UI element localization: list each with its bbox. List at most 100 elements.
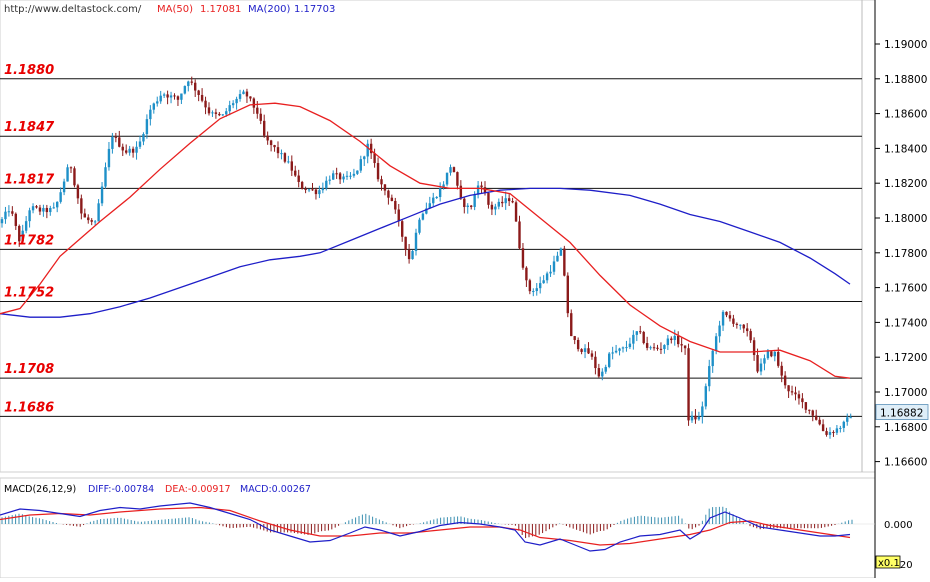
candle-body	[345, 175, 349, 177]
candle-body	[369, 143, 373, 154]
ma200-line	[0, 187, 851, 318]
candle-body	[542, 280, 545, 284]
candle-body	[204, 100, 207, 108]
candle-body	[618, 348, 621, 351]
candle-body	[335, 173, 338, 175]
candle-body	[269, 140, 273, 146]
macd-title: MACD(26,12,9)	[4, 484, 76, 495]
candle-body	[663, 345, 666, 350]
candle-body	[218, 113, 221, 116]
candle-body	[428, 203, 431, 209]
candle-body	[342, 176, 345, 180]
candle-body	[590, 353, 594, 357]
candle-body	[476, 185, 480, 195]
candle-body	[639, 331, 642, 333]
candle-body	[701, 406, 704, 417]
candle-body	[821, 424, 825, 432]
candle-body	[231, 103, 235, 106]
candle-body	[387, 190, 390, 198]
price-tick-label: 1.17200	[884, 352, 927, 364]
candle-body	[332, 173, 335, 180]
candle-body	[432, 197, 435, 204]
candle-body	[825, 431, 828, 435]
candle-body	[149, 109, 152, 120]
price-tick-label: 1.17600	[884, 283, 927, 295]
candle-body	[666, 338, 670, 346]
macd-indicator	[0, 502, 875, 552]
candle-body	[532, 291, 535, 293]
candle-body	[411, 250, 414, 260]
candle-body	[839, 427, 842, 429]
candle-body	[594, 356, 597, 369]
price-tick-label: 1.18800	[884, 74, 927, 86]
candle-body	[756, 355, 759, 372]
candle-body	[90, 220, 93, 222]
macd-zero-tick: 0.000	[884, 520, 913, 531]
candle-body	[249, 96, 252, 99]
candle-body	[849, 417, 852, 419]
candle-body	[80, 198, 83, 214]
candle-body	[842, 421, 845, 428]
candle-body	[38, 207, 42, 212]
price-tick-label: 1.18400	[884, 143, 927, 155]
candle-body	[121, 146, 124, 151]
candle-body	[414, 232, 418, 251]
candle-body	[228, 105, 231, 112]
candle-body	[535, 288, 538, 292]
candle-body	[118, 137, 121, 147]
candle-body	[601, 371, 604, 377]
candle-body	[221, 114, 224, 116]
price-tick-label: 1.16600	[884, 457, 927, 469]
level-label: 1.1752	[4, 286, 54, 301]
candle-body	[59, 192, 62, 202]
candle-body	[766, 351, 770, 359]
candle-body	[770, 351, 773, 357]
ma200-label: MA(200)	[248, 4, 290, 15]
candle-body	[777, 351, 780, 366]
candle-body	[162, 94, 166, 96]
candle-body	[563, 248, 566, 276]
candle-body	[107, 148, 111, 168]
candle-body	[225, 111, 228, 115]
candle-body	[131, 148, 135, 153]
candle-body	[69, 167, 73, 169]
candle-body	[704, 386, 707, 407]
candle-body	[539, 283, 542, 289]
candle-body	[349, 175, 352, 177]
candle-body	[104, 167, 107, 187]
candle-body	[556, 255, 559, 262]
candle-body	[52, 207, 55, 209]
candle-body	[352, 173, 356, 176]
candle-body	[207, 107, 211, 114]
macd-dea-label: DEA:-0.00917	[165, 484, 231, 495]
candle-body	[846, 417, 849, 422]
candle-body	[176, 96, 180, 100]
candle-body	[100, 186, 104, 204]
moving-averages	[0, 102, 851, 379]
candle-body	[290, 161, 293, 171]
candle-body	[752, 340, 756, 356]
macd-dea-line	[0, 506, 851, 546]
level-label: 1.1817	[4, 172, 55, 187]
candle-body	[449, 167, 452, 173]
candle-body	[587, 348, 590, 354]
candle-body	[463, 198, 466, 208]
candle-body	[635, 331, 638, 335]
candle-body	[670, 338, 673, 341]
source-url: http://www.deltastock.com/	[4, 4, 142, 15]
candle-body	[511, 201, 514, 203]
candle-body	[7, 211, 11, 213]
candle-body	[311, 189, 314, 191]
candle-body	[473, 194, 476, 207]
candle-body	[625, 347, 628, 349]
candle-body	[559, 248, 563, 256]
price-tick-label: 1.18000	[884, 213, 927, 225]
candle-body	[235, 98, 238, 104]
scale-factor-box	[875, 555, 901, 569]
candle-body	[0, 219, 4, 224]
candle-body	[11, 211, 14, 214]
price-tick-label: 1.16800	[884, 422, 927, 434]
candle-body	[256, 107, 259, 114]
candle-body	[621, 347, 625, 349]
